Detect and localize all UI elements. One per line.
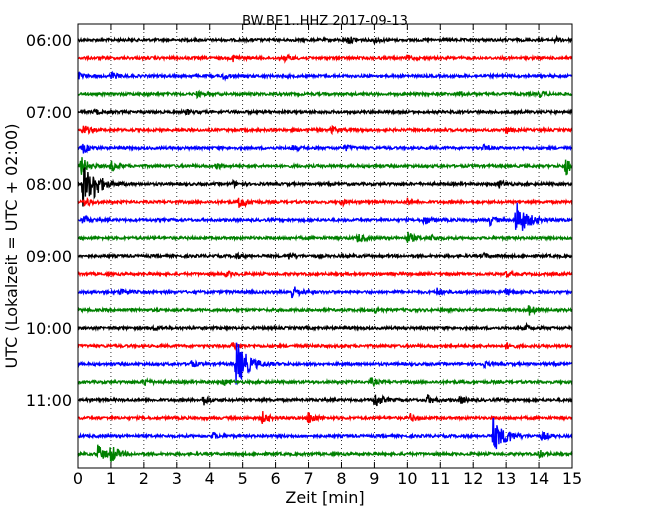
seismic-trace: [77, 34, 573, 46]
x-axis-label: Zeit [min]: [285, 488, 364, 507]
x-tick-label: 4: [205, 469, 215, 488]
seismic-trace: [77, 53, 573, 64]
x-tick-label: 11: [430, 469, 450, 488]
y-tick-label: 11:00: [26, 391, 72, 410]
y-axis-ticks: 06:00 07:00 08:00 09:00 10:00 11:00: [26, 31, 572, 410]
seismic-trace: [77, 202, 573, 231]
x-tick-label: 13: [496, 469, 516, 488]
seismic-trace: [77, 167, 573, 207]
x-tick-label: 3: [172, 469, 182, 488]
x-tick-label: 5: [238, 469, 248, 488]
y-tick-label: 08:00: [26, 175, 72, 194]
seismic-trace: [77, 269, 573, 280]
x-tick-label: 1: [106, 469, 116, 488]
seismic-trace: [77, 411, 573, 424]
trace-group: [77, 34, 573, 463]
y-tick-label: 06:00: [26, 31, 72, 50]
x-tick-label: 14: [529, 469, 549, 488]
seismic-trace: [77, 108, 573, 117]
seismic-trace: [77, 286, 573, 299]
seismic-trace: [77, 89, 573, 100]
seismic-trace: [77, 157, 573, 176]
x-tick-label: 9: [369, 469, 379, 488]
x-tick-label: 2: [139, 469, 149, 488]
seismic-trace: [77, 321, 573, 332]
x-tick-label: 6: [271, 469, 281, 488]
seismic-trace: [77, 124, 573, 136]
seismic-trace: [77, 342, 573, 351]
x-tick-label: 12: [463, 469, 483, 488]
seismic-trace: [77, 231, 573, 243]
seismic-trace: [77, 251, 573, 261]
x-axis-ticks: 0 1 2 3 4 5 6 7 8 9 10 11 12 13 14 15: [73, 24, 582, 488]
seismic-trace: [77, 143, 573, 154]
seismic-trace: [77, 70, 573, 82]
x-tick-label: 0: [73, 469, 83, 488]
y-axis-label: UTC (Lokalzeit = UTC + 02:00): [2, 124, 21, 369]
x-tick-label: 7: [303, 469, 313, 488]
x-tick-label: 10: [397, 469, 417, 488]
seismic-trace: [78, 394, 573, 407]
seismic-trace: [77, 342, 573, 385]
plot-frame: [77, 23, 573, 469]
seismic-trace: [77, 305, 573, 316]
y-tick-label: 10:00: [26, 319, 72, 338]
y-tick-label: 07:00: [26, 103, 72, 122]
seismic-trace: [77, 444, 573, 463]
seismic-trace: [77, 377, 573, 388]
y-tick-label: 09:00: [26, 247, 72, 266]
seismic-trace: [77, 196, 573, 209]
x-tick-label: 8: [336, 469, 346, 488]
seismic-trace: [77, 417, 573, 450]
x-tick-label: 15: [562, 469, 582, 488]
chart-title: BW.BE1..HHZ 2017-09-13: [242, 14, 408, 29]
